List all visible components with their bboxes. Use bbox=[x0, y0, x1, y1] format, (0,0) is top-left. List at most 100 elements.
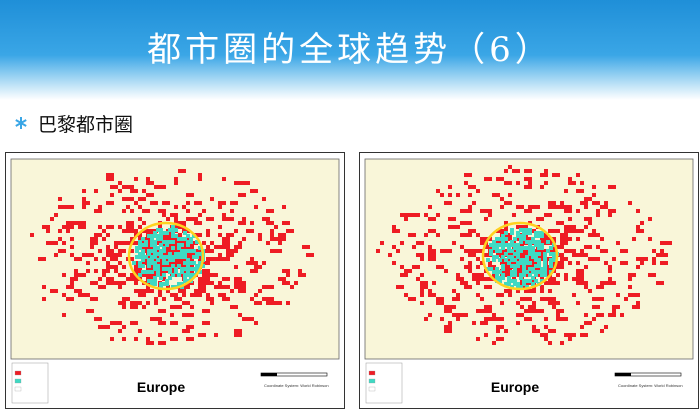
urban-patch bbox=[162, 277, 166, 281]
urban-patch bbox=[242, 181, 250, 185]
urban-patch bbox=[186, 201, 190, 205]
urban-patch bbox=[492, 273, 496, 277]
urban-patch bbox=[568, 237, 572, 241]
core-patch bbox=[177, 282, 181, 286]
urban-patch bbox=[492, 265, 496, 269]
urban-patch bbox=[448, 201, 452, 205]
core-patch bbox=[186, 261, 190, 265]
map-panel: Europe Coordinate System: World Robinson bbox=[5, 152, 345, 409]
urban-patch bbox=[468, 185, 472, 189]
urban-patch bbox=[448, 193, 452, 197]
urban-patch bbox=[480, 209, 484, 213]
core-patch bbox=[180, 243, 184, 247]
urban-patch bbox=[476, 337, 480, 341]
urban-patch bbox=[234, 265, 238, 269]
urban-patch bbox=[576, 237, 580, 241]
urban-patch bbox=[218, 285, 222, 289]
map-label: Europe bbox=[136, 379, 186, 395]
urban-patch bbox=[580, 333, 588, 337]
core-patch bbox=[549, 261, 553, 265]
urban-patch bbox=[110, 265, 114, 269]
core-patch bbox=[189, 237, 193, 241]
core-patch bbox=[504, 282, 508, 286]
urban-patch bbox=[278, 249, 282, 253]
core-patch bbox=[513, 258, 517, 262]
urban-patch bbox=[592, 297, 596, 301]
urban-patch bbox=[560, 261, 564, 265]
urban-patch bbox=[238, 285, 246, 289]
urban-patch bbox=[286, 273, 290, 277]
urban-patch bbox=[464, 249, 468, 253]
urban-patch bbox=[492, 193, 500, 197]
core-patch bbox=[504, 243, 508, 247]
urban-patch bbox=[444, 249, 452, 253]
urban-patch bbox=[500, 301, 504, 305]
urban-patch bbox=[62, 313, 66, 317]
urban-patch bbox=[94, 241, 98, 245]
urban-patch bbox=[428, 313, 432, 317]
core-patch bbox=[528, 246, 532, 250]
urban-patch bbox=[138, 293, 146, 297]
urban-patch bbox=[624, 261, 628, 265]
core-patch bbox=[165, 255, 169, 259]
urban-patch bbox=[134, 189, 138, 193]
urban-patch bbox=[548, 229, 556, 233]
core-patch bbox=[489, 243, 493, 247]
urban-patch bbox=[516, 321, 520, 325]
header: 都市圈的全球趋势（6） bbox=[0, 0, 700, 100]
core-patch bbox=[168, 270, 172, 274]
core-patch bbox=[522, 267, 526, 271]
urban-patch bbox=[580, 277, 584, 281]
core-patch bbox=[186, 273, 190, 277]
urban-patch bbox=[496, 229, 500, 233]
core-patch bbox=[186, 267, 190, 271]
urban-patch bbox=[126, 221, 130, 225]
urban-patch bbox=[170, 261, 174, 265]
urban-patch bbox=[118, 329, 122, 333]
urban-patch bbox=[226, 237, 230, 241]
urban-patch bbox=[484, 217, 488, 221]
core-patch bbox=[519, 234, 523, 238]
core-patch bbox=[534, 234, 538, 238]
core-patch bbox=[165, 240, 169, 244]
urban-patch bbox=[476, 265, 480, 269]
core-patch bbox=[552, 255, 556, 259]
core-patch bbox=[540, 246, 544, 250]
urban-patch bbox=[592, 257, 596, 261]
urban-patch bbox=[122, 209, 126, 213]
core-patch bbox=[162, 267, 166, 271]
core-patch bbox=[522, 246, 526, 250]
urban-patch bbox=[198, 221, 202, 225]
urban-patch bbox=[476, 277, 484, 281]
urban-patch bbox=[270, 209, 274, 213]
core-patch bbox=[531, 237, 535, 241]
core-patch bbox=[147, 252, 151, 256]
urban-patch bbox=[504, 169, 508, 173]
core-patch bbox=[534, 252, 538, 256]
urban-patch bbox=[210, 257, 214, 261]
urban-patch bbox=[142, 209, 150, 213]
urban-patch bbox=[476, 189, 480, 193]
urban-patch bbox=[584, 245, 588, 249]
urban-patch bbox=[548, 201, 556, 205]
core-patch bbox=[141, 243, 145, 247]
urban-patch bbox=[182, 205, 186, 209]
core-patch bbox=[519, 246, 523, 250]
urban-patch bbox=[222, 277, 230, 281]
urban-patch bbox=[202, 289, 206, 293]
urban-patch bbox=[130, 301, 138, 305]
urban-patch bbox=[576, 269, 584, 273]
core-patch bbox=[519, 237, 523, 241]
urban-patch bbox=[520, 305, 524, 309]
core-patch bbox=[492, 246, 496, 250]
core-patch bbox=[552, 252, 556, 256]
urban-patch bbox=[90, 297, 94, 301]
urban-patch bbox=[166, 285, 170, 289]
core-patch bbox=[153, 243, 157, 247]
urban-patch bbox=[142, 289, 146, 293]
core-patch bbox=[525, 270, 529, 274]
core-patch bbox=[495, 276, 499, 280]
urban-patch bbox=[126, 205, 130, 209]
urban-patch bbox=[428, 289, 432, 293]
urban-patch bbox=[234, 285, 238, 289]
